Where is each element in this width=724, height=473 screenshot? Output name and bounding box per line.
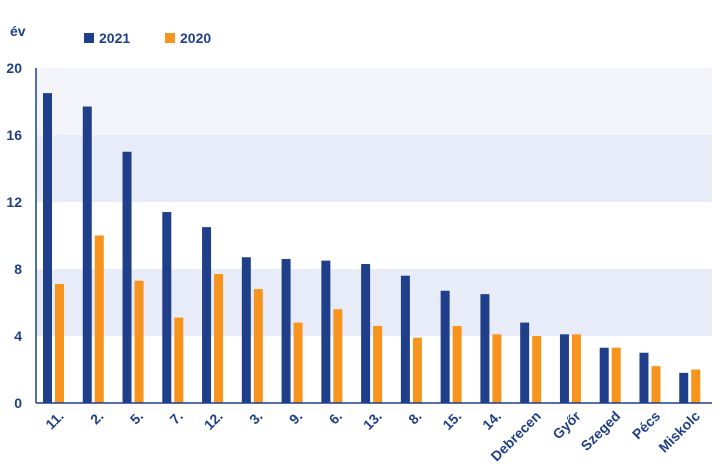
bar-2021 [639, 352, 649, 403]
bar-2021 [599, 347, 609, 403]
x-tick-label: Szeged [577, 408, 623, 454]
grid-band [36, 269, 712, 336]
x-tick-label: 9. [286, 408, 306, 428]
bar-2020 [571, 334, 581, 403]
grid-bands [36, 68, 712, 336]
legend-swatch [84, 33, 94, 43]
y-axis-unit-label: év [10, 23, 26, 39]
x-tick-label: 14. [479, 408, 504, 433]
bar-2021 [400, 275, 410, 403]
bar-2020 [214, 274, 224, 403]
x-tick-label: 3. [246, 408, 266, 428]
bar-2021 [440, 290, 450, 403]
bar-2021 [241, 257, 251, 403]
bar-2021 [43, 93, 52, 403]
bar-2021 [202, 227, 212, 403]
bar-2020 [611, 347, 621, 403]
bar-2020 [412, 337, 422, 403]
grid-band [36, 135, 712, 202]
legend-label: 2021 [99, 30, 130, 46]
bar-2020 [94, 235, 104, 403]
bar-2021 [361, 263, 371, 403]
bar-2020 [452, 325, 462, 403]
bar-2020 [55, 284, 64, 403]
bar-2020 [134, 280, 144, 403]
y-tick-label: 8 [14, 261, 22, 277]
bar-2020 [691, 369, 701, 403]
x-tick-label: Győr [549, 407, 584, 442]
bar-2020 [293, 322, 303, 403]
y-tick-label: 20 [6, 60, 22, 76]
x-tick-label: 8. [405, 408, 425, 428]
y-tick-label: 16 [6, 127, 22, 143]
x-tick-label: Miskolc [655, 408, 703, 456]
y-tick-label: 12 [6, 194, 22, 210]
bar-2020 [532, 336, 542, 403]
y-tick-label: 0 [14, 395, 22, 411]
x-tick-label: 7. [166, 408, 186, 428]
bar-2020 [492, 334, 502, 403]
bar-2020 [253, 289, 263, 403]
x-tick-label: 5. [127, 408, 147, 428]
bar-2020 [333, 309, 343, 403]
legend-swatch [165, 33, 175, 43]
bar-2020 [651, 366, 661, 403]
x-tick-label: Pécs [629, 408, 664, 443]
bar-2021 [480, 294, 490, 403]
bar-2021 [321, 260, 331, 403]
bar-2021 [122, 151, 132, 403]
axes [35, 68, 712, 404]
bar-2021 [520, 322, 530, 403]
bars [43, 93, 701, 404]
x-tick-label: 2. [87, 408, 107, 428]
x-tick-label: 11. [42, 408, 67, 433]
x-tick-label: 12. [201, 408, 226, 433]
y-tick-label: 4 [14, 328, 22, 344]
x-tick-labels: 11. 2. 5. 7. 12. 3. 9. 6. 13. 8. 15. 14.Debrecen Győ… [42, 407, 703, 464]
x-tick-label: 15. [439, 408, 464, 433]
bar-2020 [174, 317, 184, 403]
x-tick-label: 13. [360, 408, 385, 433]
legend: 2021 2020 [84, 30, 211, 46]
bar-2021 [559, 334, 569, 403]
grid-band [36, 68, 712, 135]
bar-2020 [373, 325, 383, 403]
bar-2021 [82, 106, 92, 404]
bar-2021 [162, 212, 172, 403]
x-tick-label: 6. [326, 408, 346, 428]
y-tick-labels: 0 4 8 12 16 20 [6, 60, 22, 411]
bar-2021 [679, 372, 689, 403]
bar-2021 [281, 258, 291, 403]
legend-label: 2020 [180, 30, 211, 46]
